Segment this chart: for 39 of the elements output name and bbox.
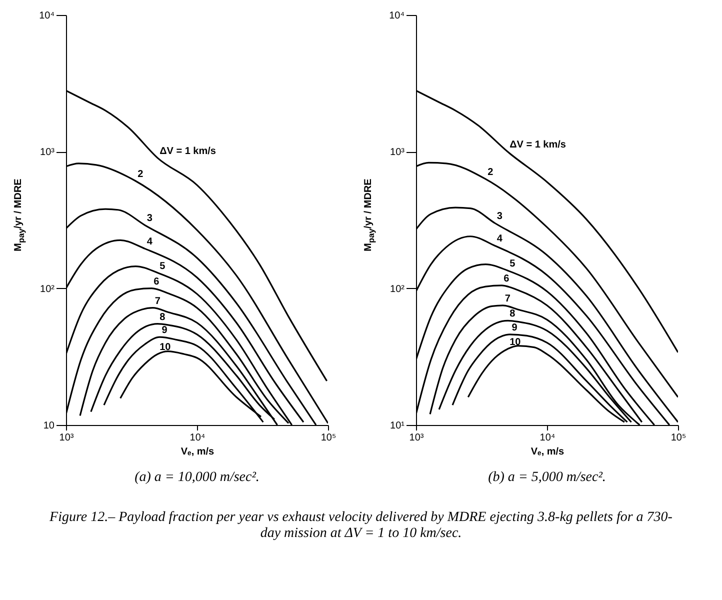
series-label: 6	[504, 273, 510, 284]
x-tick-label: 10³	[409, 432, 424, 444]
series-label: 6	[154, 276, 160, 288]
text: (a) a = 10,000 m/sec².	[134, 470, 260, 485]
x-tick-label: 10⁵	[320, 432, 336, 444]
x-tick-label: 10⁴	[190, 432, 206, 444]
series-label: 8	[510, 308, 516, 320]
series-label: 5	[510, 258, 516, 270]
y-tick-label: 10³	[40, 147, 56, 158]
x-axis-title: Vₑ, m/s	[180, 446, 215, 458]
series-label: 7	[154, 296, 161, 307]
series-label: 8	[160, 312, 166, 323]
x-axis-title: Vₑ, m/s	[530, 446, 565, 458]
series-label: 2	[138, 169, 144, 180]
series-label: 10	[160, 342, 172, 354]
y-tick-label: 10¹	[390, 420, 406, 432]
series-label: 10	[510, 336, 522, 348]
x-tick-label: 10⁵	[670, 432, 686, 444]
y-tick-label: 10⁴	[39, 10, 54, 22]
series-label: 5	[160, 260, 166, 272]
series-label: 9	[162, 325, 168, 336]
series-label: 3	[496, 211, 503, 222]
series-label: 3	[146, 213, 153, 224]
series-label: 9	[512, 322, 518, 334]
y-tick-label: 10²	[40, 284, 56, 295]
series-label: ΔV = 1 km/s	[510, 140, 566, 151]
series-label: 4	[496, 234, 503, 245]
series-label: 2	[488, 167, 494, 178]
x-tick-label: 10³	[59, 432, 74, 444]
series-label: ΔV = 1 km/s	[160, 146, 216, 157]
y-tick-label: 10⁴	[389, 10, 404, 22]
x-tick-label: 10⁴	[540, 432, 556, 444]
series-label: 4	[146, 236, 153, 248]
y-tick-label: 10³	[390, 147, 406, 158]
caption: Figure 12.– Payload fraction per year vs exhaust velocity delivered by MDRE ejecting 3.8-kg pellets for a 730-day mission at ΔV = 1 to 10 km/sec.	[48, 510, 674, 542]
y-tick-label: 10²	[390, 284, 406, 295]
text: (b) a = 5,000 m/sec².	[488, 470, 606, 485]
series-label: 7	[504, 293, 511, 304]
y-tick-label: 10	[43, 420, 55, 432]
